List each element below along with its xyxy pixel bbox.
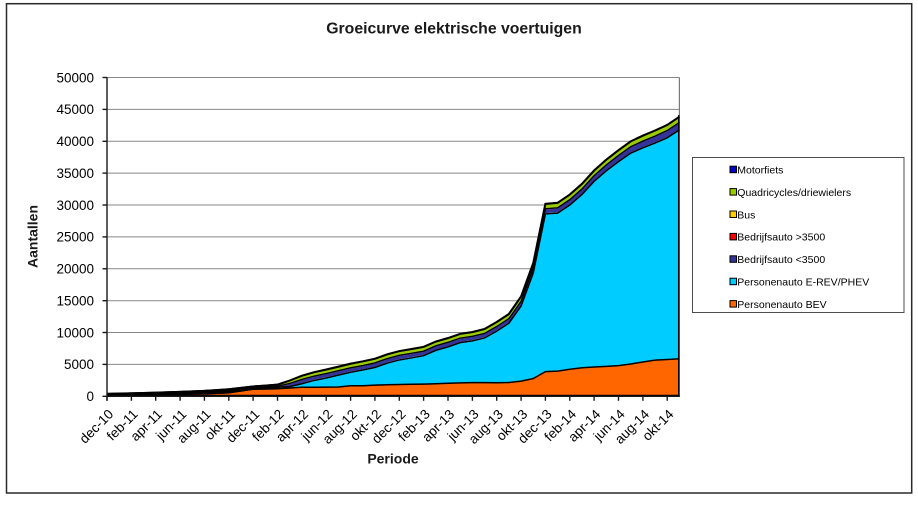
svg-text:0: 0 xyxy=(86,389,94,404)
svg-text:20000: 20000 xyxy=(56,262,94,277)
svg-text:Motorfiets: Motorfiets xyxy=(737,165,783,177)
svg-text:10000: 10000 xyxy=(56,325,94,340)
svg-text:Bedrijfsauto >3500: Bedrijfsauto >3500 xyxy=(737,232,825,244)
svg-text:15000: 15000 xyxy=(56,294,94,309)
svg-text:Bedrijfsauto <3500: Bedrijfsauto <3500 xyxy=(737,254,825,266)
svg-text:50000: 50000 xyxy=(56,70,94,85)
svg-text:5000: 5000 xyxy=(64,357,94,372)
svg-text:Personenauto E-REV/PHEV: Personenauto E-REV/PHEV xyxy=(737,277,869,289)
svg-text:Bus: Bus xyxy=(737,209,755,221)
svg-text:Groeicurve elektrische voertui: Groeicurve elektrische voertuigen xyxy=(326,21,582,38)
svg-text:40000: 40000 xyxy=(56,134,94,149)
svg-text:Personenauto BEV: Personenauto BEV xyxy=(737,299,826,311)
svg-text:Periode: Periode xyxy=(367,451,419,467)
svg-text:Aantallen: Aantallen xyxy=(25,205,41,268)
svg-text:45000: 45000 xyxy=(56,102,94,117)
svg-text:35000: 35000 xyxy=(56,166,94,181)
svg-text:25000: 25000 xyxy=(56,230,94,245)
svg-text:Quadricycles/driewielers: Quadricycles/driewielers xyxy=(737,187,851,199)
svg-text:30000: 30000 xyxy=(56,198,94,213)
